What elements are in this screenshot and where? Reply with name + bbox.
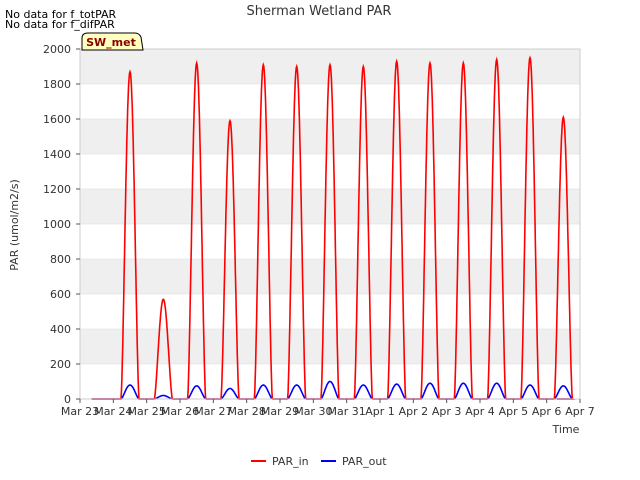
y-tick-label: 2000 bbox=[43, 43, 71, 56]
y-axis-ticks: 0 200 400 600 800 1000 1200 1400 1600 1800 2000 bbox=[43, 43, 80, 406]
no-data-note-difpar: No data for f_difPAR bbox=[5, 18, 115, 31]
x-tick-label: Apr 6 bbox=[532, 405, 562, 418]
x-tick-label: Mar 28 bbox=[228, 405, 266, 418]
x-axis-label: Time bbox=[552, 423, 580, 436]
x-tick-label: Mar 27 bbox=[194, 405, 232, 418]
background-band bbox=[80, 259, 580, 294]
x-tick-label: Apr 4 bbox=[465, 405, 495, 418]
badge-box bbox=[81, 32, 144, 51]
x-tick-label: Mar 26 bbox=[161, 405, 199, 418]
background-bands bbox=[80, 49, 580, 364]
x-tick-label: Apr 3 bbox=[432, 405, 462, 418]
legend-label-par-in: PAR_in bbox=[272, 455, 309, 468]
y-tick-label: 400 bbox=[50, 323, 71, 336]
y-tick-label: 1200 bbox=[43, 183, 71, 196]
y-axis-label: PAR (umol/m2/s) bbox=[8, 179, 21, 271]
x-tick-label: Mar 23 bbox=[61, 405, 99, 418]
x-tick-label: Apr 2 bbox=[399, 405, 429, 418]
y-tick-label: 0 bbox=[64, 393, 71, 406]
legend: PAR_in PAR_out bbox=[251, 455, 387, 468]
y-tick-label: 800 bbox=[50, 253, 71, 266]
x-tick-label: Apr 1 bbox=[365, 405, 395, 418]
background-band bbox=[80, 329, 580, 364]
background-band bbox=[80, 189, 580, 224]
x-tick-label: Mar 31 bbox=[328, 405, 366, 418]
y-tick-label: 600 bbox=[50, 288, 71, 301]
legend-label-par-out: PAR_out bbox=[342, 455, 387, 468]
y-tick-label: 200 bbox=[50, 358, 71, 371]
x-tick-label: Apr 7 bbox=[565, 405, 595, 418]
x-tick-label: Mar 25 bbox=[128, 405, 166, 418]
y-tick-label: 1800 bbox=[43, 78, 71, 91]
x-tick-label: Apr 5 bbox=[499, 405, 529, 418]
x-tick-label: Mar 30 bbox=[294, 405, 332, 418]
y-tick-label: 1000 bbox=[43, 218, 71, 231]
x-tick-label: Mar 24 bbox=[94, 405, 132, 418]
x-tick-label: Mar 29 bbox=[261, 405, 299, 418]
chart-title: Sherman Wetland PAR bbox=[247, 4, 392, 19]
no-data-note-totpar: No data for f_totPAR bbox=[5, 8, 117, 21]
series-line-par-out bbox=[91, 380, 576, 400]
y-tick-label: 1600 bbox=[43, 113, 71, 126]
site-badge: SW_met bbox=[81, 32, 144, 51]
badge-label: SW_met bbox=[86, 36, 136, 49]
background-band bbox=[80, 119, 580, 154]
y-tick-label: 1400 bbox=[43, 148, 71, 161]
